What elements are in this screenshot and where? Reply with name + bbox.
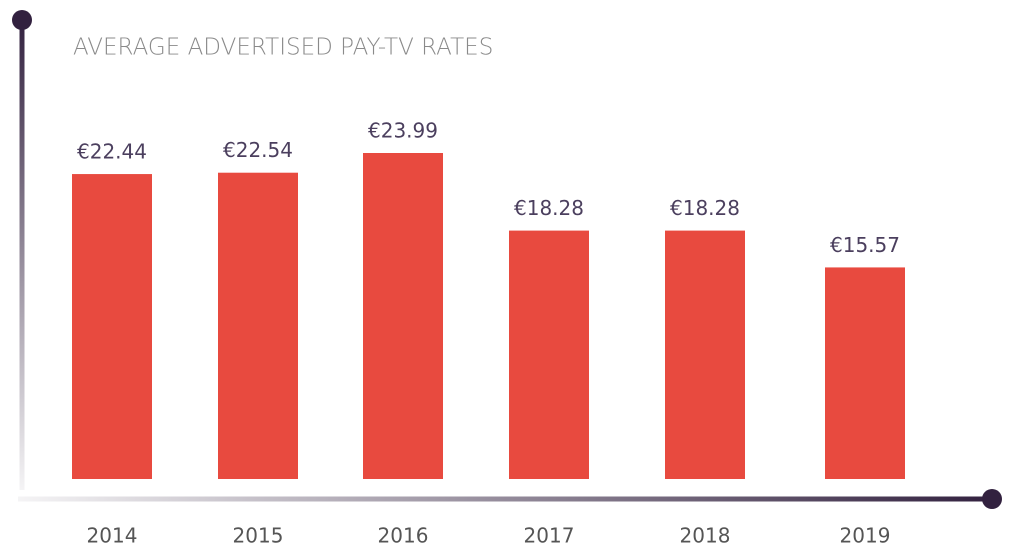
axis-dot	[12, 10, 32, 30]
bar	[825, 267, 905, 479]
value-label: €15.57	[830, 233, 900, 257]
bar	[509, 230, 589, 479]
x-tick-label: 2014	[87, 524, 138, 548]
bar	[72, 174, 152, 480]
bar	[665, 230, 745, 479]
value-label: €22.54	[223, 138, 293, 162]
horizontal-axis-line	[18, 496, 992, 502]
x-tick-label: 2017	[524, 524, 575, 548]
value-label: €23.99	[368, 119, 438, 143]
x-tick-label: 2019	[840, 524, 891, 548]
value-label: €18.28	[514, 196, 584, 220]
chart-title: AVERAGE ADVERTISED PAY-TV RATES	[73, 35, 493, 61]
x-tick-label: 2018	[680, 524, 731, 548]
x-tick-label: 2015	[233, 524, 284, 548]
vertical-axis-line	[19, 18, 25, 490]
value-label: €22.44	[77, 140, 147, 164]
value-label: €18.28	[670, 196, 740, 220]
x-tick-label: 2016	[378, 524, 429, 548]
bar	[218, 172, 298, 479]
bar	[363, 153, 443, 479]
axis-dot	[982, 489, 1002, 509]
